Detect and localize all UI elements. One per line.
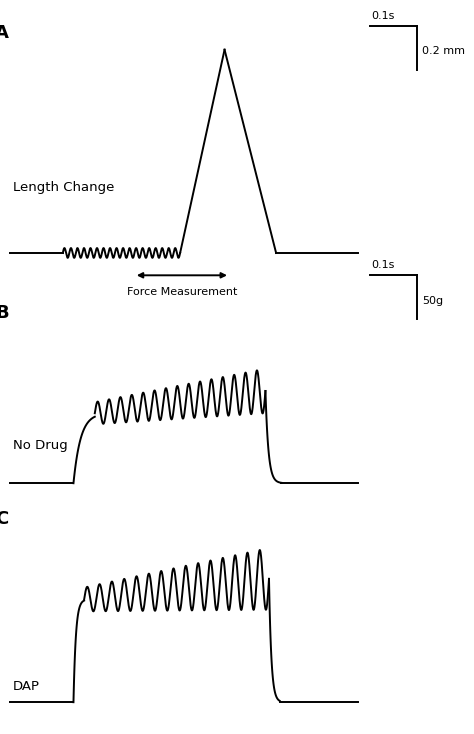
Text: 50g: 50g	[422, 296, 443, 306]
Text: No Drug: No Drug	[13, 439, 68, 452]
Text: 0.1s: 0.1s	[372, 10, 395, 21]
Text: C: C	[0, 509, 9, 528]
Text: Length Change: Length Change	[13, 181, 114, 195]
Text: 0.1s: 0.1s	[372, 260, 395, 270]
Text: DAP: DAP	[13, 680, 40, 693]
Text: A: A	[0, 24, 9, 42]
Text: B: B	[0, 305, 9, 322]
Text: 0.2 mm: 0.2 mm	[422, 46, 465, 57]
Text: Force Measurement: Force Measurement	[127, 287, 237, 297]
